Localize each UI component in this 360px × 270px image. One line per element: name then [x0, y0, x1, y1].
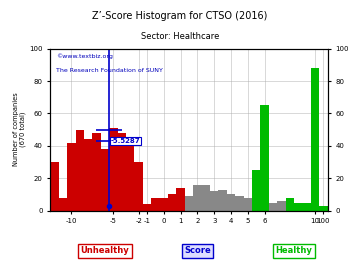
Bar [294, 202, 302, 211]
Bar [269, 202, 277, 211]
Text: The Research Foundation of SUNY: The Research Foundation of SUNY [56, 68, 163, 73]
Bar [134, 162, 143, 211]
Bar [185, 196, 193, 211]
Bar [319, 206, 328, 211]
Bar [101, 149, 109, 211]
Bar [227, 194, 235, 211]
Text: Z’-Score Histogram for CTSO (2016): Z’-Score Histogram for CTSO (2016) [92, 11, 268, 21]
Text: Healthy: Healthy [275, 246, 312, 255]
Bar [252, 170, 260, 211]
Bar [302, 202, 311, 211]
Bar [151, 198, 159, 211]
Bar [118, 133, 126, 211]
Bar [50, 162, 59, 211]
Bar [143, 204, 151, 211]
Bar [59, 198, 67, 211]
Text: ©www.textbiz.org: ©www.textbiz.org [56, 53, 113, 59]
Text: Sector: Healthcare: Sector: Healthcare [141, 32, 219, 41]
Bar [285, 198, 294, 211]
Bar [76, 130, 84, 211]
Bar [93, 133, 101, 211]
Bar [67, 143, 76, 211]
Bar [109, 128, 118, 211]
Bar [210, 191, 219, 211]
Text: Score: Score [184, 246, 211, 255]
Bar [168, 194, 176, 211]
Y-axis label: Number of companies
(670 total): Number of companies (670 total) [13, 93, 27, 167]
Text: Unhealthy: Unhealthy [81, 246, 129, 255]
Bar [219, 190, 227, 211]
Bar [202, 185, 210, 211]
Text: -5.5287: -5.5287 [111, 138, 140, 144]
Bar [311, 68, 319, 211]
Bar [260, 105, 269, 211]
Bar [159, 198, 168, 211]
Bar [235, 196, 244, 211]
Bar [176, 188, 185, 211]
Bar [84, 139, 93, 211]
Bar [126, 139, 134, 211]
Bar [277, 201, 285, 211]
Bar [193, 185, 202, 211]
Bar [244, 198, 252, 211]
